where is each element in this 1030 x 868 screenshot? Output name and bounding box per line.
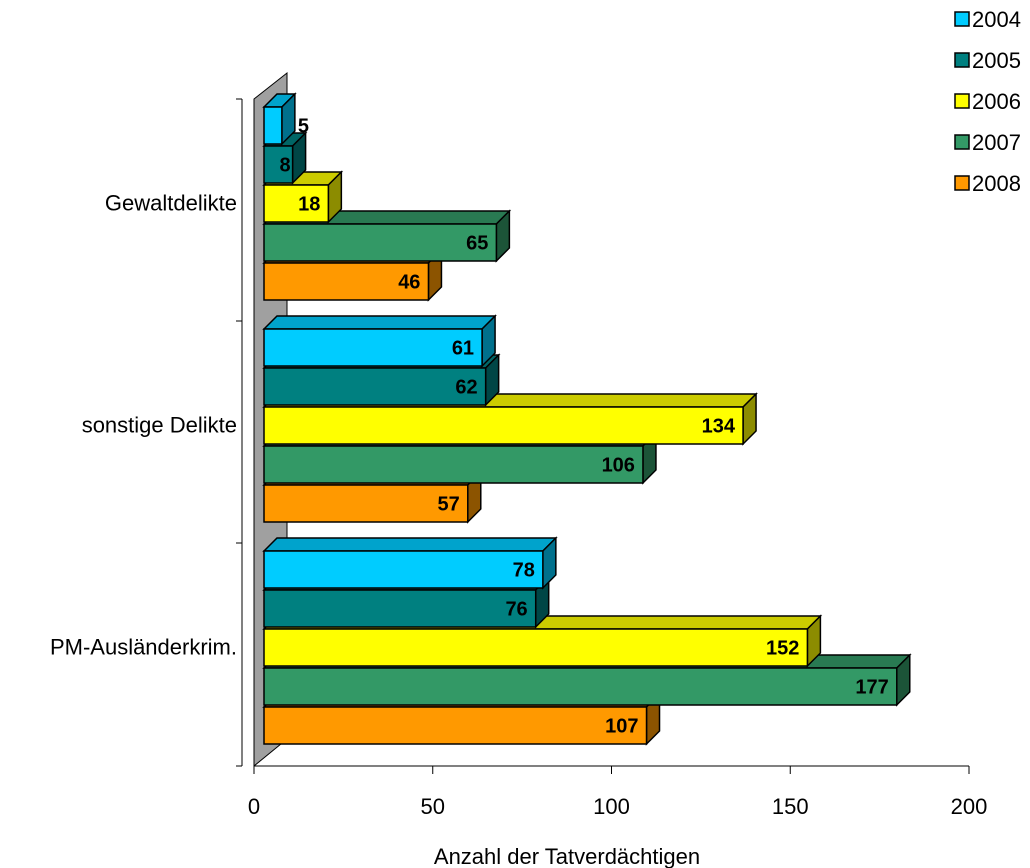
bar-front-face	[263, 367, 487, 406]
legend-swatch-2007	[954, 134, 970, 150]
legend-label-2008: 2008	[972, 171, 1021, 196]
legend-swatch-2004	[954, 11, 970, 27]
bar-top-face	[262, 537, 558, 552]
bar-front-face	[263, 484, 469, 523]
data-label-2007-0: 65	[466, 233, 488, 255]
bar-2004-2	[262, 536, 558, 590]
category-label: PM-Ausländerkrim.	[50, 635, 237, 660]
bar-front-face	[263, 550, 544, 589]
legend-label-2006: 2006	[972, 89, 1021, 114]
bar-front-face	[263, 628, 809, 667]
legend-swatch-2006	[954, 93, 970, 109]
legend-label-2005: 2005	[972, 48, 1021, 73]
bar-front-face	[263, 406, 744, 445]
chart-axes: 0 50 100 150 200 Gewaltdelikte sonstige Delikt…	[50, 98, 988, 819]
x-tick-label: 100	[593, 794, 630, 819]
bar-front-face	[263, 223, 498, 262]
chart-bars	[262, 92, 912, 746]
legend-swatch-2008	[954, 175, 970, 191]
bar-front-face	[263, 184, 330, 223]
bar-2004-0	[262, 92, 297, 146]
data-label-2006-0: 18	[298, 194, 320, 216]
bar-front-face	[263, 706, 648, 745]
bar-front-face	[263, 589, 537, 628]
data-label-2004-0: 5	[298, 116, 309, 138]
data-label-2005-0: 8	[279, 155, 290, 177]
bar-front-face	[263, 262, 430, 301]
bar-front-face	[263, 145, 294, 184]
data-label-2004-1: 61	[452, 338, 474, 360]
bar-front-face	[263, 106, 283, 145]
x-tick-label: 0	[248, 794, 260, 819]
bar-front-face	[263, 445, 644, 484]
x-tick-label: 200	[951, 794, 988, 819]
x-tick-label: 150	[772, 794, 809, 819]
bar-2004-1	[262, 314, 497, 368]
data-label-2006-1: 134	[702, 416, 736, 438]
category-label: Gewaltdelikte	[105, 191, 237, 216]
data-label-2005-2: 76	[505, 599, 527, 621]
data-label-2007-1: 106	[602, 455, 635, 477]
data-label-2004-2: 78	[513, 560, 535, 582]
legend-swatch-2005	[954, 52, 970, 68]
x-tick-label: 50	[421, 794, 445, 819]
bar-front-face	[263, 328, 483, 367]
data-label-2008-0: 46	[398, 272, 420, 294]
bar-top-face	[262, 315, 497, 330]
category-label: sonstige Delikte	[82, 413, 237, 438]
data-label-2006-2: 152	[766, 638, 799, 660]
legend-label-2007: 2007	[972, 130, 1021, 155]
legend-label-2004: 2004	[972, 7, 1021, 32]
bar-front-face	[263, 667, 898, 706]
data-label-2005-1: 62	[455, 377, 477, 399]
data-labels: 46 65 18 85 57 106 134 62 61 107 177 152 76 78	[279, 116, 888, 738]
data-label-2007-2: 177	[855, 677, 888, 699]
chart-legend: 2004 2005 2006 2007 2008	[954, 7, 1021, 196]
data-label-2008-2: 107	[605, 716, 638, 738]
x-axis-title: Anzahl der Tatverdächtigen	[434, 844, 700, 868]
data-label-2008-1: 57	[438, 494, 460, 516]
